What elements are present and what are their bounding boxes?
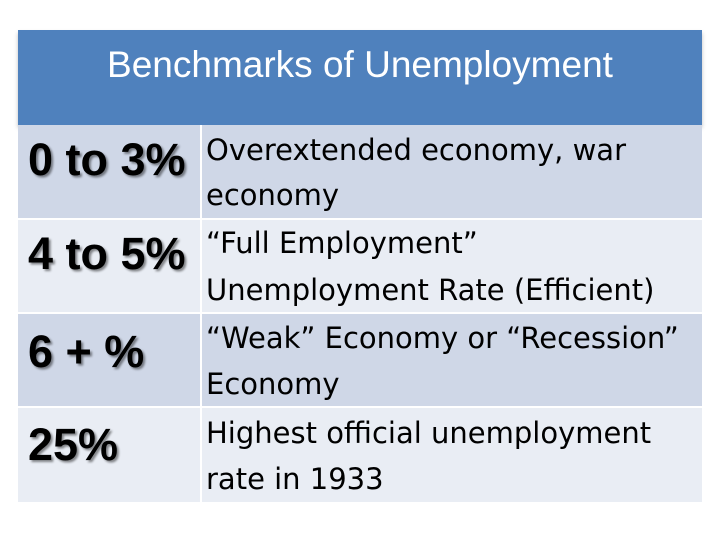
benchmarks-table: Benchmarks of Unemployment 0 to 3% Overe… [18,30,702,502]
table-row [18,219,702,313]
description-line: rate in 1933 [206,462,384,496]
description-line: “Full Employment” [206,226,478,260]
description-line: economy [206,178,340,212]
table-header: Benchmarks of Unemployment [18,30,702,125]
row-divider [18,312,702,314]
page-title: Benchmarks of Unemployment [107,44,613,85]
table-row [18,407,702,502]
row-divider [18,218,702,220]
rate-cell: 0 to 3% [28,134,186,185]
description-line: Economy [206,367,340,401]
rate-cell: 6 + % [28,326,145,377]
description-line: Unemployment Rate (Efficient) [206,273,655,307]
table-row [18,125,702,219]
rate-cell: 25% [28,419,119,470]
description-line: Overextended economy, war [206,133,626,167]
rate-cell: 4 to 5% [28,228,186,279]
description-line: Highest official unemployment [206,416,652,450]
column-divider [200,125,202,502]
description-line: “Weak” Economy or “Recession” [206,321,679,355]
row-divider [18,406,702,408]
table-row [18,313,702,407]
